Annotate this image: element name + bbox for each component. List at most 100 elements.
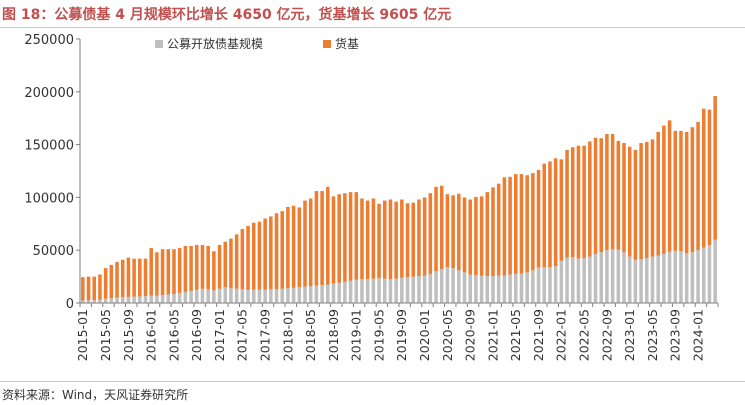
bar-money-2019-11 <box>411 202 416 277</box>
x-tick-label: 2021-05 <box>508 309 523 361</box>
bar-money-2016-12 <box>212 251 216 291</box>
bar-money-2018-09 <box>331 196 336 284</box>
bar-bond-2018-07 <box>320 285 324 303</box>
bar-money-2021-04 <box>508 176 512 275</box>
bar-money-2019-01 <box>354 192 359 280</box>
bar-bond-2024-01 <box>696 250 700 303</box>
bar-money-2020-04 <box>439 185 444 270</box>
bar-money-2022-01 <box>559 159 564 261</box>
x-tick-label: 2015-01 <box>75 309 90 361</box>
bar-bond-2017-08 <box>257 289 262 303</box>
bar-bond-2015-05 <box>103 298 108 303</box>
bar-bond-2016-06 <box>177 292 182 303</box>
bar-bond-2016-01 <box>149 295 153 303</box>
bar-money-2016-05 <box>172 249 176 295</box>
bar-bond-2019-09 <box>400 277 404 303</box>
bar-bond-2022-06 <box>588 256 592 303</box>
legend-label-money: 货基 <box>335 36 359 51</box>
bar-money-2017-12 <box>280 211 284 289</box>
bar-bond-2022-08 <box>599 252 603 303</box>
bar-bond-2021-06 <box>519 273 524 303</box>
x-tick-label: 2017-09 <box>258 309 273 361</box>
bar-money-2019-03 <box>365 200 370 280</box>
bar-money-2015-04 <box>98 274 102 300</box>
bar-bond-2017-12 <box>280 288 284 303</box>
bar-money-2022-08 <box>599 138 603 253</box>
x-tick-label: 2020-09 <box>463 309 478 361</box>
bar-bond-2015-02 <box>86 300 91 303</box>
bar-bond-2023-10 <box>679 251 683 303</box>
x-tick-label: 2018-01 <box>280 309 295 361</box>
bar-money-2020-06 <box>451 195 455 269</box>
bar-bond-2015-10 <box>132 296 136 303</box>
bar-bond-2020-07 <box>457 270 461 303</box>
bar-bond-2020-04 <box>439 269 444 303</box>
bar-bond-2015-01 <box>81 300 85 303</box>
bar-bond-2022-12 <box>622 252 626 303</box>
bar-bond-2020-05 <box>445 267 450 303</box>
bar-money-2017-02 <box>223 241 228 288</box>
bar-money-2018-08 <box>326 186 330 285</box>
bar-money-2016-06 <box>177 248 182 293</box>
x-tick-label: 2019-09 <box>394 309 409 361</box>
bar-bond-2024-03 <box>707 244 712 303</box>
bar-money-2023-03 <box>639 143 643 260</box>
bar-bond-2023-02 <box>633 259 638 303</box>
source-bar: 资料来源：Wind，天风证券研究所 <box>0 381 745 405</box>
bar-bond-2019-07 <box>388 279 393 303</box>
bar-bond-2018-12 <box>348 280 353 303</box>
bar-money-2021-07 <box>525 175 529 273</box>
x-tick-label: 2016-09 <box>189 309 204 361</box>
bar-bond-2016-09 <box>195 289 199 303</box>
bar-money-2018-05 <box>308 198 313 287</box>
bar-money-2023-05 <box>650 139 655 257</box>
bar-money-2015-06 <box>109 264 114 299</box>
bar-bond-2017-07 <box>251 289 256 303</box>
bar-money-2016-11 <box>206 245 210 290</box>
bar-money-2018-01 <box>286 206 290 289</box>
bar-bond-2022-02 <box>565 257 569 303</box>
bar-bond-2021-12 <box>553 266 558 303</box>
bar-bond-2020-02 <box>428 273 433 303</box>
x-tick-label: 2019-05 <box>371 309 386 361</box>
bar-money-2017-05 <box>240 229 245 290</box>
bar-money-2022-10 <box>610 134 615 250</box>
bar-bond-2019-12 <box>417 276 421 303</box>
bar-bond-2021-03 <box>502 275 507 303</box>
x-tick-label: 2023-09 <box>668 309 683 361</box>
bar-bond-2015-04 <box>98 299 102 303</box>
bar-bond-2016-05 <box>172 294 176 303</box>
bar-money-2021-06 <box>519 174 524 274</box>
bar-money-2019-09 <box>400 199 404 278</box>
bar-bond-2023-09 <box>673 250 678 303</box>
bar-bond-2019-01 <box>354 279 359 303</box>
bar-bond-2017-04 <box>234 288 239 303</box>
bar-money-2017-03 <box>229 238 233 289</box>
source-note: 资料来源：Wind，天风证券研究所 <box>2 388 189 402</box>
y-tick-label: 200000 <box>24 86 74 101</box>
bar-money-2015-09 <box>126 257 131 297</box>
bar-money-2018-10 <box>337 194 341 283</box>
bar-bond-2020-01 <box>422 275 427 303</box>
bar-bond-2021-07 <box>525 272 529 303</box>
bar-bond-2020-06 <box>451 268 455 303</box>
bar-bond-2017-05 <box>240 289 245 303</box>
bar-money-2024-03 <box>707 109 712 245</box>
bar-bond-2016-11 <box>206 289 210 303</box>
x-tick-label: 2017-01 <box>212 309 227 361</box>
bar-money-2023-09 <box>673 130 678 251</box>
bar-money-2018-11 <box>343 193 347 282</box>
bar-bond-2018-10 <box>337 282 341 303</box>
x-tick-label: 2023-01 <box>622 309 637 361</box>
bar-bond-2015-06 <box>109 298 114 303</box>
bar-bond-2023-03 <box>639 259 643 303</box>
bar-money-2017-06 <box>246 225 250 290</box>
bar-money-2018-04 <box>303 200 307 287</box>
bar-bond-2016-12 <box>212 290 216 303</box>
bar-bond-2020-12 <box>485 276 490 303</box>
bar-bond-2016-03 <box>160 295 165 303</box>
bar-money-2016-01 <box>149 248 153 296</box>
bar-bond-2022-07 <box>593 253 598 303</box>
bar-money-2022-05 <box>582 145 586 259</box>
